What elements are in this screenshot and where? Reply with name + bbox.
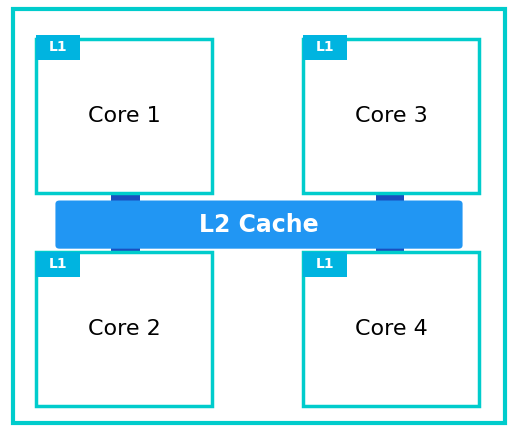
FancyBboxPatch shape [55,201,463,249]
Bar [36,252,80,277]
Text: L1: L1 [49,40,67,54]
Text: Core 4: Core 4 [355,319,427,339]
Bar [303,252,479,406]
Bar [111,184,140,202]
Text: Core 3: Core 3 [355,106,427,126]
Bar [303,252,347,277]
Text: L1: L1 [316,257,334,271]
Text: Core 1: Core 1 [88,106,161,126]
Text: Core 2: Core 2 [88,319,161,339]
Bar [303,39,479,193]
Text: L1: L1 [49,257,67,271]
Bar [376,184,404,202]
Bar [376,245,404,263]
Text: L1: L1 [316,40,334,54]
Bar [36,39,212,193]
Text: L2 Cache: L2 Cache [199,213,319,237]
Bar [303,35,347,60]
Bar [36,252,212,406]
Bar [111,245,140,263]
Bar [36,35,80,60]
